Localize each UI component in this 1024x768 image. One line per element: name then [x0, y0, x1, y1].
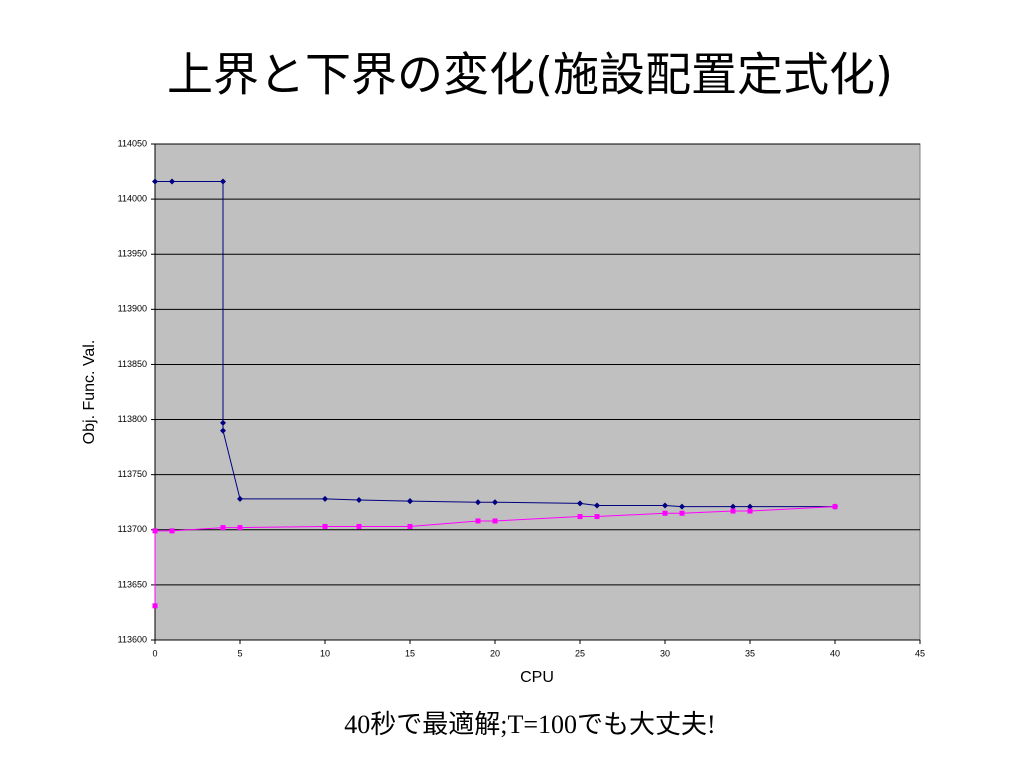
y-tick-label: 113750: [118, 469, 147, 479]
point: [475, 499, 481, 506]
y-tick-label: 114000: [118, 193, 147, 203]
plot-area: [154, 143, 921, 641]
point: [679, 503, 685, 510]
x-tick-label: 5: [237, 648, 242, 658]
point: [577, 514, 583, 520]
point: [747, 503, 753, 510]
point: [220, 419, 226, 426]
point: [152, 178, 158, 185]
y-axis-label: Obj. Func. Val.: [81, 340, 98, 445]
point: [220, 178, 226, 185]
y-tick-label: 113900: [118, 304, 147, 314]
y-tick-label: 113600: [118, 634, 147, 644]
series-line: [155, 180, 835, 508]
x-tick-label: 30: [660, 648, 670, 658]
point: [152, 603, 158, 609]
point: [169, 178, 175, 185]
y-tick-label: 114050: [118, 138, 147, 148]
point: [322, 523, 328, 529]
point: [662, 502, 668, 509]
point: [747, 508, 753, 514]
point: [356, 523, 362, 529]
point: [237, 525, 243, 531]
x-axis-label: CPU: [520, 669, 554, 686]
y-tick-label: 113650: [118, 579, 147, 589]
x-tick-label: 0: [152, 648, 157, 658]
point: [594, 514, 600, 520]
point: [492, 518, 498, 524]
slide-title: 上界と下界の変化(施設配置定式化): [167, 48, 893, 102]
x-tick-label: 35: [745, 648, 755, 658]
x-tick-label: 25: [575, 648, 585, 658]
point: [220, 427, 226, 434]
point: [730, 503, 736, 510]
y-tick-label: 113700: [118, 524, 147, 534]
point: [832, 504, 838, 510]
point: [322, 495, 328, 502]
y-tick-label: 113950: [118, 249, 147, 259]
x-tick-label: 40: [830, 648, 840, 658]
x-tick-label: 10: [320, 648, 330, 658]
point: [152, 528, 158, 534]
x-tick-label: 45: [915, 648, 925, 658]
caption: 40秒で最適解;T=100でも大丈夫!: [344, 710, 715, 739]
point: [407, 523, 413, 529]
point: [662, 510, 668, 516]
point: [169, 528, 175, 534]
y-tick-label: 113800: [118, 414, 147, 424]
x-tick-label: 20: [490, 648, 500, 658]
x-tick-label: 15: [405, 648, 415, 658]
point: [407, 498, 413, 505]
point: [237, 495, 243, 502]
point: [577, 500, 583, 507]
point: [356, 497, 362, 504]
point: [679, 510, 685, 516]
point: [594, 502, 600, 509]
point: [220, 525, 226, 531]
point: [492, 499, 498, 506]
y-tick-label: 113850: [118, 359, 147, 369]
point: [475, 518, 481, 524]
point: [730, 508, 736, 514]
